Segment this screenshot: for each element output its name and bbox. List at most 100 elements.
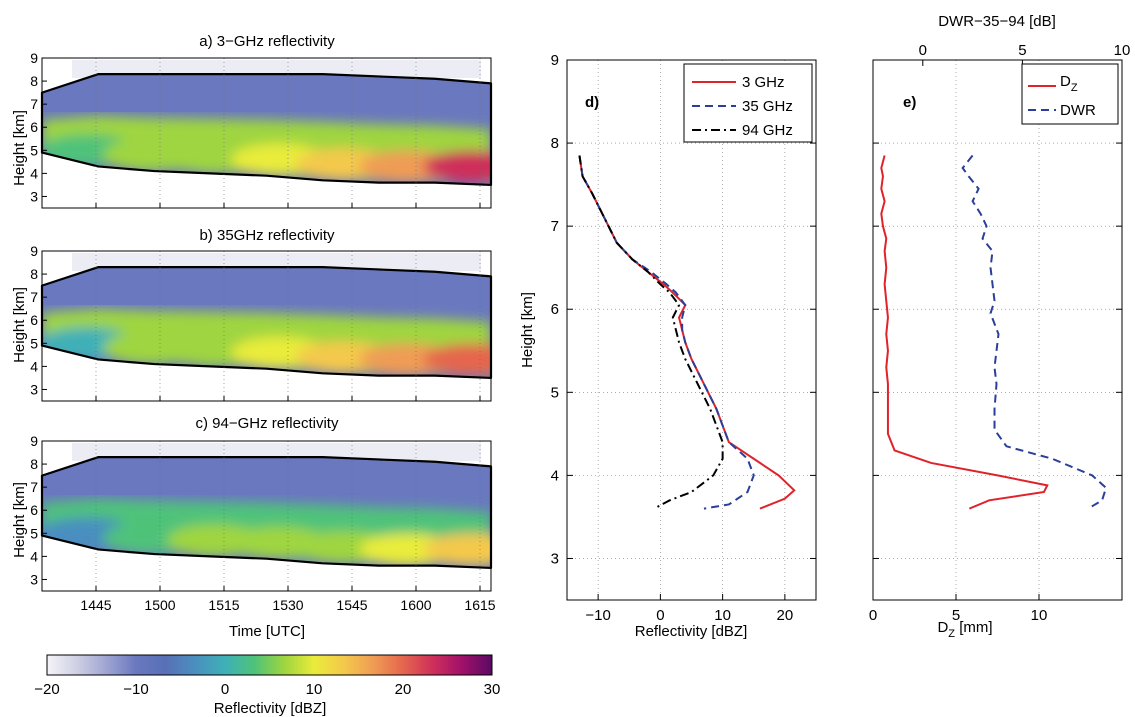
- dz-axis-sub: Z: [948, 628, 955, 640]
- x-tick-label: 1530: [272, 597, 303, 613]
- legend-box: [1021, 63, 1119, 125]
- bright-band-segment: [423, 150, 491, 183]
- panel-c-title: c) 94−GHz reflectivity: [196, 415, 339, 432]
- y-tick-label: 6: [551, 301, 559, 318]
- y-tick-label: 8: [30, 266, 38, 282]
- y-tick-label: 4: [551, 467, 559, 484]
- x-tick-label: 1615: [464, 597, 495, 613]
- y-tick-label: 5: [30, 142, 38, 158]
- x-tick-label: 1600: [400, 597, 431, 613]
- cloud-core: [42, 498, 491, 566]
- x2-tick-label: 10: [1114, 42, 1131, 59]
- y-tick-label: 7: [30, 479, 38, 495]
- legend-label-main: D: [1060, 73, 1071, 90]
- y-tick-label: 7: [551, 218, 559, 235]
- legend-label: 3 GHz: [742, 74, 785, 91]
- colorbar-bar: [46, 654, 493, 676]
- x2-tick-label: 0: [919, 42, 927, 59]
- heatmap-panels: 9 8 7 6 5 4 3 9 8 7 6 5 4 3 9 8 7 6 5 4 3 1445 1500 1515 1530 154…: [30, 50, 496, 613]
- x-tick-label: 1515: [208, 597, 239, 613]
- y-tick-label: 5: [551, 384, 559, 401]
- panel-b-ylabel: Height [km]: [11, 287, 28, 363]
- y-tick-label: 4: [30, 358, 38, 374]
- x-tick-label: 0: [656, 607, 664, 624]
- y-tick-label: 8: [551, 135, 559, 152]
- y-tick-label: 5: [30, 335, 38, 351]
- y-tick-label: 8: [30, 456, 38, 472]
- bright-band-segment: [423, 533, 491, 566]
- cloud-field: [42, 267, 491, 378]
- panel-frame: [41, 440, 492, 592]
- series-line-35-ghz: [578, 155, 755, 510]
- y-tick-label: 6: [30, 312, 38, 328]
- x-tick-label: −10: [585, 607, 610, 624]
- x-tick-label: 1445: [80, 597, 111, 613]
- colorbar: −20 −10 0 10 20 30 Reflectivity [dBZ]: [34, 654, 501, 717]
- y-tick-label: 3: [30, 381, 38, 397]
- series-line-3-ghz: [578, 155, 796, 510]
- colorbar-tick: 30: [484, 681, 501, 698]
- legend: DZ DWR: [1021, 63, 1119, 125]
- colorbar-label: Reflectivity [dBZ]: [214, 700, 327, 717]
- legend-label: DWR: [1060, 102, 1096, 119]
- x2-tick-label: 5: [1018, 42, 1026, 59]
- legend-label: 35 GHz: [742, 98, 793, 115]
- axes-frame: [872, 59, 1123, 601]
- legend-label-sub: Z: [1071, 82, 1078, 94]
- colorbar-tick: 10: [306, 681, 323, 698]
- panel-d-reflectivity-profile: 3 4 5 6 7 8 9 −10 0 10 20 d) Reflectivity [dBZ] Heigh…: [519, 52, 817, 640]
- colorbar-tick: −10: [123, 681, 148, 698]
- y-tick-label: 9: [551, 52, 559, 69]
- y-tick-label: 8: [30, 73, 38, 89]
- y-tick-label: 3: [551, 550, 559, 567]
- colorbar-tick: −20: [34, 681, 59, 698]
- y-tick-label: 6: [30, 119, 38, 135]
- dz-axis-unit: [mm]: [955, 619, 993, 636]
- x-tick-label: 1545: [336, 597, 367, 613]
- y-tick-label: 3: [30, 571, 38, 587]
- cloud-field: [42, 74, 491, 185]
- colorbar-tick: 20: [395, 681, 412, 698]
- x-tick-label: 0: [869, 607, 877, 624]
- x-tick-label: 5: [952, 607, 960, 624]
- y-tick-label: 3: [30, 188, 38, 204]
- dz-axis-main: D: [937, 619, 948, 636]
- axes-frame: [566, 59, 817, 601]
- legend-label: 94 GHz: [742, 122, 793, 139]
- y-tick-label: 9: [30, 433, 38, 449]
- panel-e-x2label: DWR−35−94 [dB]: [938, 13, 1056, 30]
- x-tick-label: 20: [777, 607, 794, 624]
- panel-b-title: b) 35GHz reflectivity: [199, 227, 335, 244]
- series-line-dwr: [961, 154, 1108, 510]
- x-tick-label: 1500: [144, 597, 175, 613]
- cloud-field: [42, 457, 491, 568]
- legend: 3 GHz 35 GHz 94 GHz: [683, 63, 813, 143]
- panel-b: 9 8 7 6 5 4 3: [30, 243, 493, 402]
- legend-label: DZ: [1060, 73, 1078, 94]
- x-tick-label: 10: [714, 607, 731, 624]
- x-tick-label: 10: [1031, 607, 1048, 624]
- panel-c-xlabel: Time [UTC]: [229, 623, 305, 640]
- panel-d-ylabel: Height [km]: [519, 292, 536, 368]
- y-tick-label: 6: [30, 502, 38, 518]
- cloud-core: [42, 308, 491, 376]
- cloud-core: [42, 115, 491, 183]
- series-line-94-ghz: [578, 155, 724, 510]
- panel-d-xlabel: Reflectivity [dBZ]: [635, 623, 748, 640]
- y-tick-label: 5: [30, 525, 38, 541]
- y-tick-label: 4: [30, 548, 38, 564]
- y-tick-label: 9: [30, 50, 38, 66]
- panel-c-ylabel: Height [km]: [11, 482, 28, 558]
- panel-a: 9 8 7 6 5 4 3: [30, 50, 493, 209]
- panel-frame: [41, 250, 492, 402]
- bright-band-segment: [423, 343, 491, 376]
- colorbar-tick: 0: [221, 681, 229, 698]
- panel-a-ylabel: Height [km]: [11, 110, 28, 186]
- y-tick-label: 7: [30, 96, 38, 112]
- y-tick-label: 4: [30, 165, 38, 181]
- panel-e-dz-dwr-profile: 0 5 10 0 5 10 DWR−35−94 [dB] e) DZ DWR: [869, 13, 1131, 624]
- panel-a-title: a) 3−GHz reflectivity: [199, 33, 335, 50]
- y-tick-label: 9: [30, 243, 38, 259]
- series-line-d-z: [880, 155, 1049, 510]
